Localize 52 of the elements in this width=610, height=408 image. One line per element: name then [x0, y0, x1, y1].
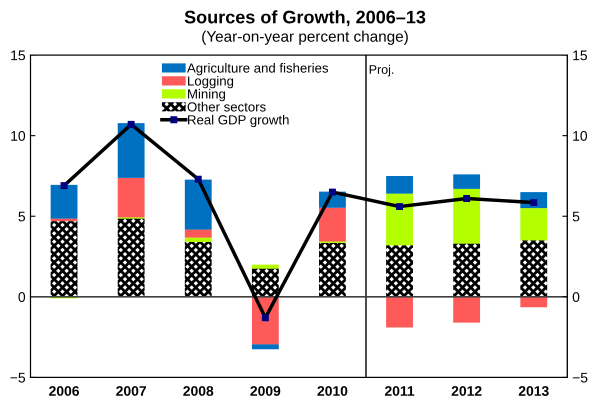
bar — [386, 176, 413, 194]
bar — [453, 296, 480, 323]
bar — [453, 244, 480, 297]
y2-tick-label: −5 — [572, 372, 588, 383]
legend-label: Agriculture and fisheries — [187, 62, 328, 76]
bar — [184, 180, 212, 230]
ref-line-label: Proj. — [370, 64, 394, 76]
bar — [50, 221, 78, 297]
x-tick-label: 2013 — [518, 386, 549, 396]
x-tick-label: 2012 — [452, 386, 482, 396]
bar — [319, 242, 346, 297]
legend-label: Mining — [188, 88, 226, 102]
bar — [520, 296, 548, 308]
legend-label: Logging — [188, 76, 234, 88]
x-tick-label: 2009 — [250, 386, 280, 396]
bar — [118, 123, 145, 178]
bar — [252, 264, 279, 269]
bar — [386, 296, 413, 328]
x-tick-label: 2007 — [116, 386, 146, 396]
x-tick-label: 2006 — [49, 386, 79, 396]
bar — [118, 178, 145, 218]
bar — [386, 194, 413, 246]
bar — [520, 240, 548, 297]
bar — [184, 230, 212, 238]
y-tick-label: 0 — [18, 292, 26, 302]
x-tick-label: 2008 — [183, 386, 214, 396]
bar — [453, 188, 480, 244]
legend-label: Other sectors — [188, 102, 266, 112]
bar — [520, 208, 548, 240]
legend-label: Real GDP growth — [188, 114, 289, 128]
bar — [184, 238, 212, 242]
y2-tick-label: 5 — [572, 212, 580, 222]
y-tick-label: −5 — [10, 372, 26, 383]
y-tick-label: 5 — [18, 212, 26, 222]
x-tick-label: 2011 — [384, 386, 414, 396]
y2-tick-label: 10 — [573, 130, 588, 141]
bar — [319, 208, 346, 242]
bar — [252, 344, 279, 350]
y-tick-label: 15 — [11, 50, 26, 60]
bar — [252, 268, 279, 297]
bar — [453, 174, 480, 189]
y-tick-label: 10 — [11, 130, 26, 141]
chart-subtitle: (Year-on-year percent change) — [202, 30, 408, 45]
y2-tick-label: 15 — [573, 50, 588, 60]
bar — [50, 184, 78, 219]
y2-tick-label: 0 — [572, 292, 580, 302]
bar — [118, 218, 145, 297]
bar — [184, 242, 212, 297]
bar — [386, 245, 413, 297]
chart-title: Sources of Growth, 2006–13 — [184, 10, 426, 26]
x-tick-label: 2010 — [317, 386, 348, 396]
bar — [50, 218, 78, 222]
